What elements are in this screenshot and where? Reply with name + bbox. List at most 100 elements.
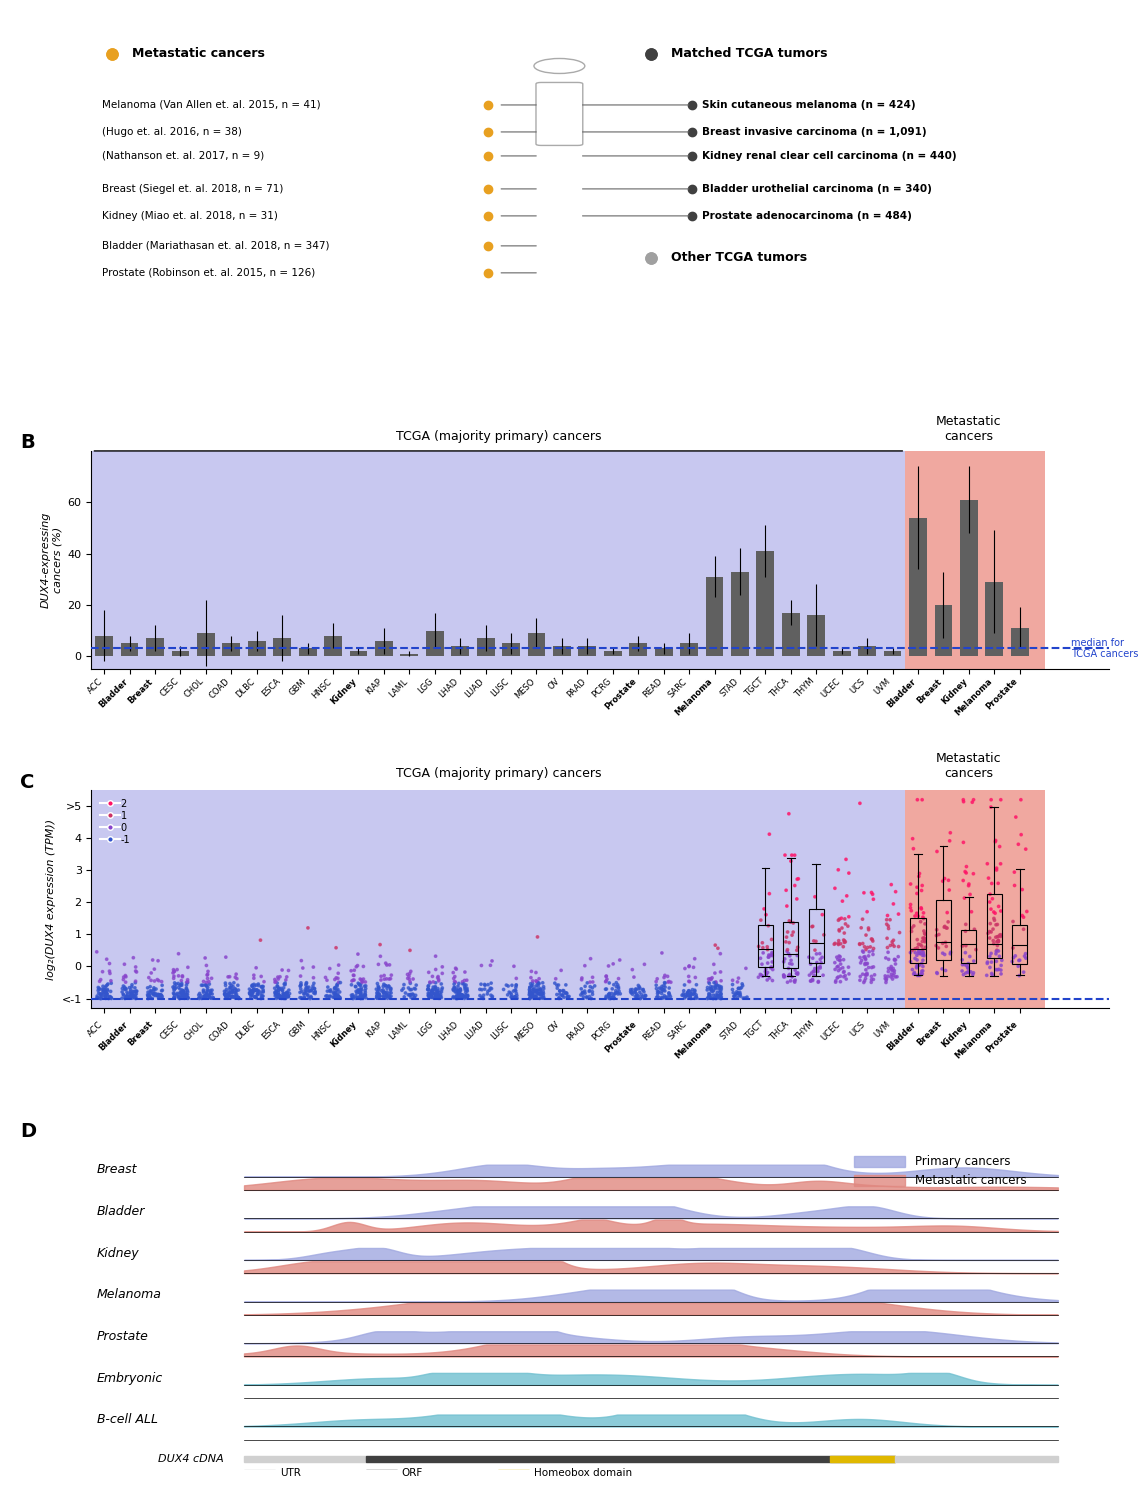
Point xyxy=(889,934,908,958)
Point xyxy=(449,980,467,1004)
Point xyxy=(710,984,728,1008)
Point xyxy=(574,986,592,1010)
Point xyxy=(483,984,502,1008)
Point xyxy=(752,908,770,932)
Point xyxy=(317,984,335,1008)
Point xyxy=(432,986,450,1010)
Point xyxy=(216,982,234,1006)
Text: THCA: THCA xyxy=(768,676,791,699)
Point xyxy=(218,982,237,1006)
Point xyxy=(329,984,347,1008)
Point xyxy=(597,986,615,1010)
Point xyxy=(400,962,418,986)
Point xyxy=(857,952,876,976)
Point xyxy=(298,982,317,1006)
Point xyxy=(456,975,474,999)
Point xyxy=(623,978,641,1002)
Point xyxy=(97,981,115,1005)
Point xyxy=(456,984,474,1008)
Point xyxy=(761,956,780,980)
Point xyxy=(628,982,646,1006)
Point xyxy=(352,975,370,999)
Point xyxy=(221,964,239,988)
Point xyxy=(102,980,120,1004)
Point xyxy=(529,974,547,998)
Point xyxy=(986,957,1005,981)
Point xyxy=(706,987,725,1011)
Point xyxy=(323,986,342,1010)
Point xyxy=(507,974,526,998)
Point xyxy=(698,987,717,1011)
Point xyxy=(177,976,195,1000)
Bar xyxy=(578,646,597,656)
Point xyxy=(425,986,443,1010)
Point xyxy=(326,968,344,992)
Point xyxy=(884,958,902,982)
Point xyxy=(913,962,932,986)
Point xyxy=(447,957,465,981)
Point xyxy=(305,976,323,1000)
Point xyxy=(456,960,474,984)
Point xyxy=(297,980,315,1004)
Point xyxy=(825,951,844,975)
Point xyxy=(864,886,882,910)
Point xyxy=(704,980,722,1004)
Point xyxy=(653,975,671,999)
Point xyxy=(764,957,782,981)
Point xyxy=(662,984,680,1008)
Text: GBM: GBM xyxy=(287,1020,307,1040)
Point xyxy=(165,957,183,981)
Point xyxy=(574,981,592,1005)
Point xyxy=(449,974,467,998)
Point xyxy=(419,976,438,1000)
Point xyxy=(788,939,806,963)
Point xyxy=(878,927,896,951)
Point xyxy=(757,962,775,986)
Point xyxy=(676,957,694,981)
Point xyxy=(368,981,386,1005)
Point xyxy=(855,934,873,958)
Point xyxy=(422,984,440,1008)
Point xyxy=(724,969,742,993)
Point xyxy=(295,986,313,1010)
Point xyxy=(178,968,197,992)
Point xyxy=(902,940,920,964)
Point xyxy=(831,932,849,956)
Point xyxy=(776,843,794,867)
Point xyxy=(681,982,700,1006)
Text: Melanoma (Van Allen et. al. 2015, n = 41): Melanoma (Van Allen et. al. 2015, n = 41… xyxy=(102,100,320,109)
Text: Homeobox domain: Homeobox domain xyxy=(534,1468,632,1478)
Point xyxy=(219,980,238,1004)
Point xyxy=(357,982,375,1006)
Point xyxy=(711,976,729,1000)
Point xyxy=(171,982,190,1006)
Point xyxy=(978,950,997,974)
Point xyxy=(115,975,134,999)
Point xyxy=(117,986,135,1010)
Point xyxy=(602,981,621,1005)
Point xyxy=(114,964,133,988)
Point xyxy=(423,980,441,1004)
Point xyxy=(986,942,1005,966)
Point xyxy=(992,898,1010,922)
Point xyxy=(990,928,1008,952)
Point xyxy=(166,984,184,1008)
Point xyxy=(142,969,160,993)
Point xyxy=(826,957,845,981)
Point xyxy=(114,982,133,1006)
Point xyxy=(119,986,137,1010)
Point xyxy=(877,946,895,970)
Point xyxy=(576,981,594,1005)
Point xyxy=(504,980,522,1004)
Point xyxy=(318,984,336,1008)
Point xyxy=(169,942,187,966)
Point xyxy=(889,945,908,969)
Point xyxy=(1010,963,1029,987)
Point xyxy=(198,974,216,998)
Point xyxy=(597,984,615,1008)
Bar xyxy=(197,633,215,656)
Point xyxy=(141,982,159,1006)
Point xyxy=(474,982,493,1006)
Point xyxy=(375,981,393,1005)
Point xyxy=(605,984,623,1008)
